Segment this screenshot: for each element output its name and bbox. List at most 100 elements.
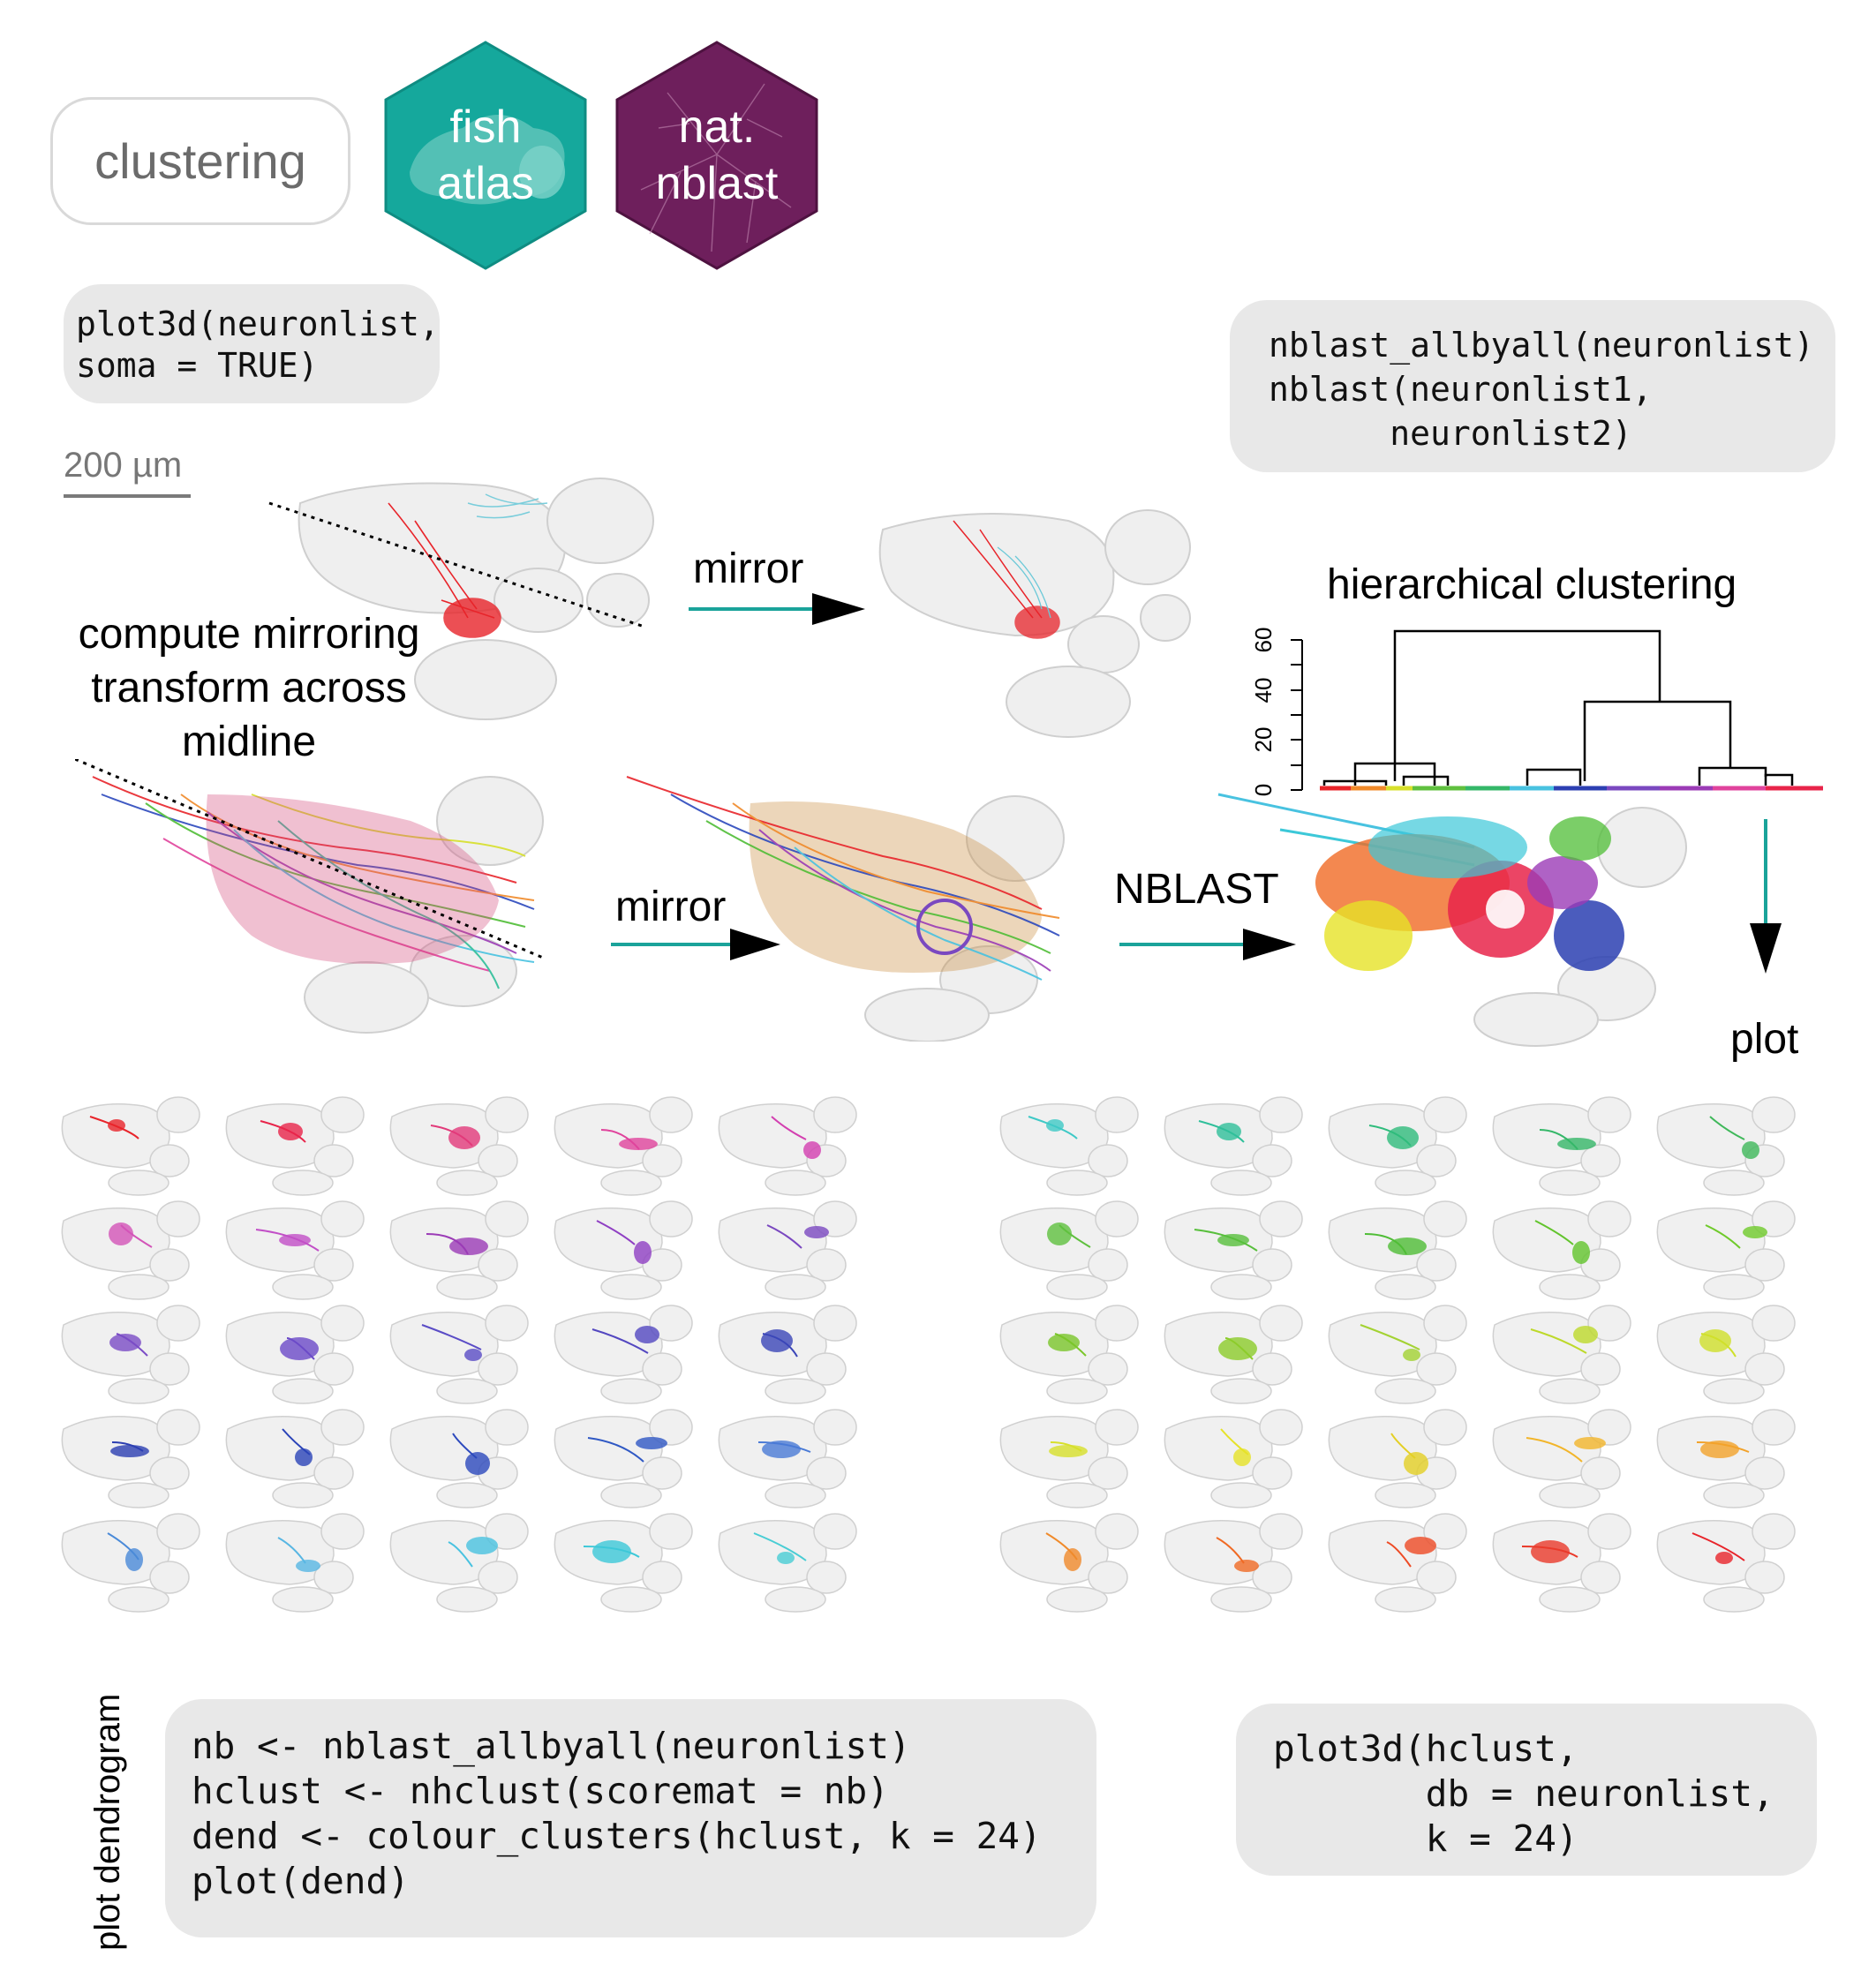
cluster-thumbnail [61,1096,200,1196]
fishatlas-line1: fish [449,102,522,153]
natnblast-hex-logo: nat. nblast [614,40,819,271]
cluster-thumbnail [554,1513,693,1613]
cluster-thumbnail [1492,1409,1631,1508]
brain-single-neuron [268,478,654,720]
nblast-label: NBLAST [1114,866,1279,913]
natnblast-hex-label: nat. nblast [614,40,819,271]
cluster-thumbnail [999,1305,1139,1404]
mirror-label-bottom: mirror [615,884,727,930]
cluster-thumbnail [1656,1409,1796,1508]
cluster-thumbnail [1164,1409,1303,1508]
cluster-thumbnail [61,1409,200,1508]
code-line: hclust <- nhclust(scoremat = nb) [192,1770,889,1812]
scale-bar-label: 200 µm [64,446,183,485]
hierarchical-clustering-label: hierarchical clustering [1327,561,1737,608]
cluster-thumbnail [554,1409,693,1508]
cluster-thumbnail [1656,1096,1796,1196]
nblast-arrow [1119,929,1296,960]
mirror-label-top: mirror [693,545,804,592]
cluster-thumbnail [1328,1096,1467,1196]
cluster-thumbnail [1164,1200,1303,1300]
y-tick-label: 60 [1250,628,1277,653]
compute-line: transform across [91,665,407,711]
plot-dendrogram-label: plot dendrogram [88,1693,127,1951]
cluster-thumbnail [1164,1513,1303,1613]
plot-arrow [1750,819,1782,974]
code-line: neuronlist2) [1269,414,1632,453]
cluster-thumbnail [389,1200,529,1300]
cluster-thumbnail [61,1200,200,1300]
cluster-thumbnail [718,1200,857,1300]
cluster-thumbnail [1328,1305,1467,1404]
cluster-thumbnail [999,1409,1139,1508]
brain-all-neurons [75,759,544,1034]
cluster-thumbnail [999,1513,1139,1613]
cluster-thumbnail [389,1096,529,1196]
clustering-pill: clustering [50,97,350,225]
y-tick-label: 40 [1250,678,1277,703]
cluster-thumbnail [1492,1200,1631,1300]
code-line: nblast_allbyall(neuronlist) [1269,326,1814,365]
code-nhclust: nb <- nblast_allbyall(neuronlist) hclust… [165,1699,1096,1937]
natnblast-line2: nblast [655,158,779,209]
cluster-thumbnail [718,1409,857,1508]
fishatlas-line2: atlas [437,158,534,209]
cluster-thumbnail [225,1513,365,1613]
cluster-thumbnail [1492,1096,1631,1196]
code-line: nblast(neuronlist1, [1269,370,1653,409]
cluster-thumbnail [554,1305,693,1404]
cluster-thumbnail [718,1513,857,1613]
fishatlas-hex-logo: fish atlas [383,40,588,271]
compute-mirroring-label: compute mirroring transform across midli… [55,607,443,769]
code-line: plot3d(hclust, [1273,1727,1578,1770]
cluster-thumbnail [389,1305,529,1404]
cluster-thumbnail [718,1305,857,1404]
code-line: nb <- nblast_allbyall(neuronlist) [192,1725,911,1767]
fishatlas-hex-label: fish atlas [383,40,588,271]
code-line: db = neuronlist, [1273,1772,1774,1815]
code-line: plot3d(neuronlist, [76,305,440,343]
y-tick-label: 20 [1250,727,1277,753]
cluster-thumbnail [225,1409,365,1508]
dendrogram-branches [1322,629,1794,786]
cluster-thumbnail [389,1513,529,1613]
cluster-thumbnail [61,1305,200,1404]
cluster-thumbnail [999,1096,1139,1196]
scale-bar [64,494,191,498]
mirror-arrow-bottom [611,929,780,960]
plot-label: plot [1730,1016,1799,1063]
compute-line: compute mirroring [78,611,420,658]
code-line: dend <- colour_clusters(hclust, k = 24) [192,1815,1042,1857]
code-line: plot(dend) [192,1860,410,1902]
cluster-thumbnail [999,1200,1139,1300]
cluster-thumbnail [225,1096,365,1196]
code-plot3d-hclust: plot3d(hclust, db = neuronlist, k = 24) [1236,1704,1817,1876]
dendrogram-chart: 0 20 40 60 [1250,628,1823,796]
cluster-thumbnail [225,1200,365,1300]
code-plot3d-soma: plot3d(neuronlist, soma = TRUE) [64,284,440,403]
cluster-thumbnail [1492,1305,1631,1404]
cluster-thumbnail [1328,1513,1467,1613]
cluster-thumbnail [1492,1513,1631,1613]
cluster-thumbnail [225,1305,365,1404]
cluster-thumbnail [1328,1200,1467,1300]
cluster-thumbnail [1328,1409,1467,1508]
code-nblast: nblast_allbyall(neuronlist) nblast(neuro… [1230,300,1835,472]
cluster-thumbnail [718,1096,857,1196]
cluster-thumbnail [1164,1096,1303,1196]
code-line: soma = TRUE) [76,346,319,385]
cluster-thumbnail [1656,1305,1796,1404]
cluster-thumbnail [61,1513,200,1613]
cluster-thumbnail [1656,1513,1796,1613]
cluster-thumbnail [389,1409,529,1508]
compute-line: midline [181,718,317,765]
brain-clustered [1217,793,1687,1047]
mirror-arrow-top [689,593,865,625]
y-tick-label: 0 [1250,784,1277,796]
cluster-thumbnail [554,1096,693,1196]
cluster-thumbnail [1656,1200,1796,1300]
brain-all-neurons-mirrored [626,776,1065,1042]
code-line: k = 24) [1273,1817,1578,1860]
cluster-thumbnail [1164,1305,1303,1404]
brain-mirrored-single [878,509,1191,738]
